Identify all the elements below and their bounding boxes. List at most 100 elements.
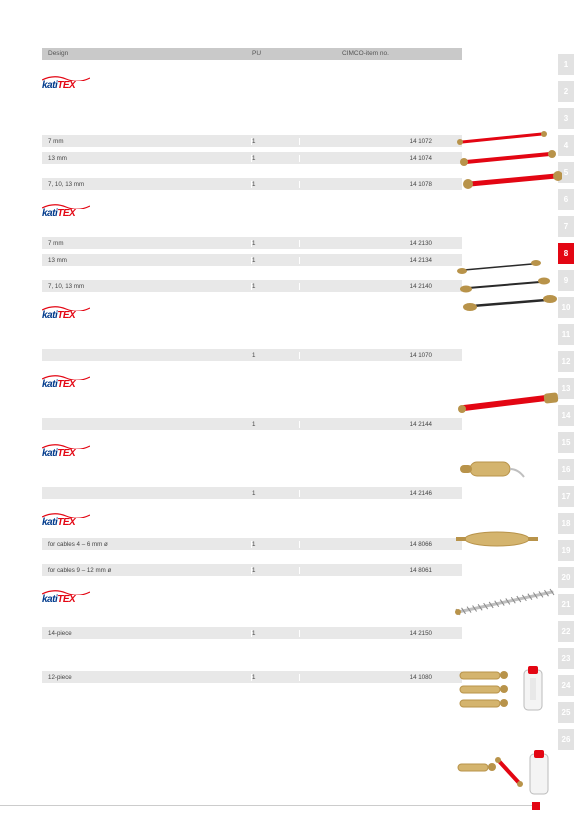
table-row: 7, 10, 13 mm 1 14 2140	[42, 280, 462, 292]
cell-pu: 1	[252, 541, 300, 548]
cell-design: 12-piece	[42, 674, 252, 681]
cell-itemno: 14 2134	[300, 257, 462, 264]
table-row: 13 mm 1 14 1074	[42, 152, 462, 164]
product-section: katiTEX for cables 4 – 6 mm ø 1 14 8066 …	[42, 517, 462, 576]
chapter-tab-25[interactable]: 25	[558, 702, 574, 723]
cell-itemno: 14 2146	[300, 490, 462, 497]
cell-pu: 1	[252, 630, 300, 637]
chapter-tab-18[interactable]: 18	[558, 513, 574, 534]
table-row: 12-piece 1 14 1080	[42, 671, 462, 683]
chapter-tab-26[interactable]: 26	[558, 729, 574, 750]
cell-design: 7 mm	[42, 240, 252, 247]
cell-pu: 1	[252, 421, 300, 428]
table-row: 7, 10, 13 mm 1 14 1078	[42, 178, 462, 190]
brand-logo: katiTEX	[42, 208, 462, 219]
chapter-tab-15[interactable]: 15	[558, 432, 574, 453]
chapter-tab-6[interactable]: 6	[558, 189, 574, 210]
chapter-tab-3[interactable]: 3	[558, 108, 574, 129]
cell-itemno: 14 1072	[300, 138, 462, 145]
chapter-tab-14[interactable]: 14	[558, 405, 574, 426]
cell-itemno: 14 2140	[300, 283, 462, 290]
chapter-tab-22[interactable]: 22	[558, 621, 574, 642]
product-image	[452, 528, 552, 552]
cell-itemno: 14 8066	[300, 541, 462, 548]
cell-pu: 1	[252, 240, 300, 247]
chapter-tab-16[interactable]: 16	[558, 459, 574, 480]
cell-design: 13 mm	[42, 155, 252, 162]
table-row: 1 14 2144	[42, 418, 462, 430]
cell-pu: 1	[252, 674, 300, 681]
cell-itemno: 14 2144	[300, 421, 462, 428]
table-row: 7 mm 1 14 1072	[42, 135, 462, 147]
cell-pu: 1	[252, 567, 300, 574]
cell-pu: 1	[252, 490, 300, 497]
chapter-tab-17[interactable]: 17	[558, 486, 574, 507]
table-row: 7 mm 1 14 2130	[42, 237, 462, 249]
product-section: katiTEX 7 mm 1 14 2130 13 mm 1 14 2134 7…	[42, 208, 462, 292]
table-row: 14-piece 1 14 2150	[42, 627, 462, 639]
cell-itemno: 14 1080	[300, 674, 462, 681]
cell-pu: 1	[252, 352, 300, 359]
cell-design: 13 mm	[42, 257, 252, 264]
cell-itemno: 14 1070	[300, 352, 462, 359]
cell-design: 7, 10, 13 mm	[42, 283, 252, 290]
product-section: 12-piece 1 14 1080	[42, 657, 462, 683]
product-image	[452, 588, 552, 620]
cell-design: 7 mm	[42, 138, 252, 145]
cell-pu: 1	[252, 257, 300, 264]
footer-rule	[0, 805, 540, 806]
chapter-tab-21[interactable]: 21	[558, 594, 574, 615]
product-section: katiTEX 14-piece 1 14 2150	[42, 594, 462, 639]
footer-marker	[532, 802, 540, 810]
cell-design: 7, 10, 13 mm	[42, 181, 252, 188]
product-image	[452, 390, 552, 422]
chapter-tab-2[interactable]: 2	[558, 81, 574, 102]
chapter-tab-8[interactable]: 8	[558, 243, 574, 264]
sections: katiTEX 7 mm 1 14 1072 13 mm 1 14 1074 7…	[42, 80, 462, 683]
header-pu: PU	[252, 48, 300, 60]
cell-pu: 1	[252, 138, 300, 145]
brand-logo: katiTEX	[42, 517, 462, 528]
product-section: katiTEX 1 14 2146	[42, 448, 462, 499]
cell-design: 14-piece	[42, 630, 252, 637]
chapter-tab-20[interactable]: 20	[558, 567, 574, 588]
table-row: 1 14 1070	[42, 349, 462, 361]
cell-itemno: 14 2150	[300, 630, 462, 637]
table-row: 13 mm 1 14 2134	[42, 254, 462, 266]
chapter-tab-23[interactable]: 23	[558, 648, 574, 669]
table-header: Design PU CIMCO-item no.	[42, 48, 462, 60]
chapter-tab-11[interactable]: 11	[558, 324, 574, 345]
chapter-tabs: 1234567891011121314151617181920212223242…	[558, 54, 574, 750]
chapter-tab-9[interactable]: 9	[558, 270, 574, 291]
product-image	[452, 260, 552, 314]
brand-logo: katiTEX	[42, 80, 462, 91]
cell-itemno: 14 1078	[300, 181, 462, 188]
cell-pu: 1	[252, 283, 300, 290]
chapter-tab-5[interactable]: 5	[558, 162, 574, 183]
chapter-tab-24[interactable]: 24	[558, 675, 574, 696]
header-itemno: CIMCO-item no.	[300, 48, 462, 60]
chapter-tab-7[interactable]: 7	[558, 216, 574, 237]
header-design: Design	[42, 48, 252, 60]
cell-pu: 1	[252, 181, 300, 188]
product-image	[452, 750, 552, 802]
chapter-tab-19[interactable]: 19	[558, 540, 574, 561]
cell-itemno: 14 1074	[300, 155, 462, 162]
cell-itemno: 14 8061	[300, 567, 462, 574]
product-image	[452, 664, 552, 726]
product-section: katiTEX 1 14 1070	[42, 310, 462, 361]
cell-itemno: 14 2130	[300, 240, 462, 247]
chapter-tab-1[interactable]: 1	[558, 54, 574, 75]
product-image	[452, 130, 552, 194]
chapter-tab-4[interactable]: 4	[558, 135, 574, 156]
chapter-tab-10[interactable]: 10	[558, 297, 574, 318]
table-row: for cables 9 – 12 mm ø 1 14 8061	[42, 564, 462, 576]
cell-pu: 1	[252, 155, 300, 162]
brand-logo: katiTEX	[42, 379, 462, 390]
brand-logo: katiTEX	[42, 594, 462, 605]
product-section: katiTEX 7 mm 1 14 1072 13 mm 1 14 1074 7…	[42, 80, 462, 190]
cell-design: for cables 9 – 12 mm ø	[42, 567, 252, 574]
chapter-tab-12[interactable]: 12	[558, 351, 574, 372]
chapter-tab-13[interactable]: 13	[558, 378, 574, 399]
cell-design: for cables 4 – 6 mm ø	[42, 541, 252, 548]
